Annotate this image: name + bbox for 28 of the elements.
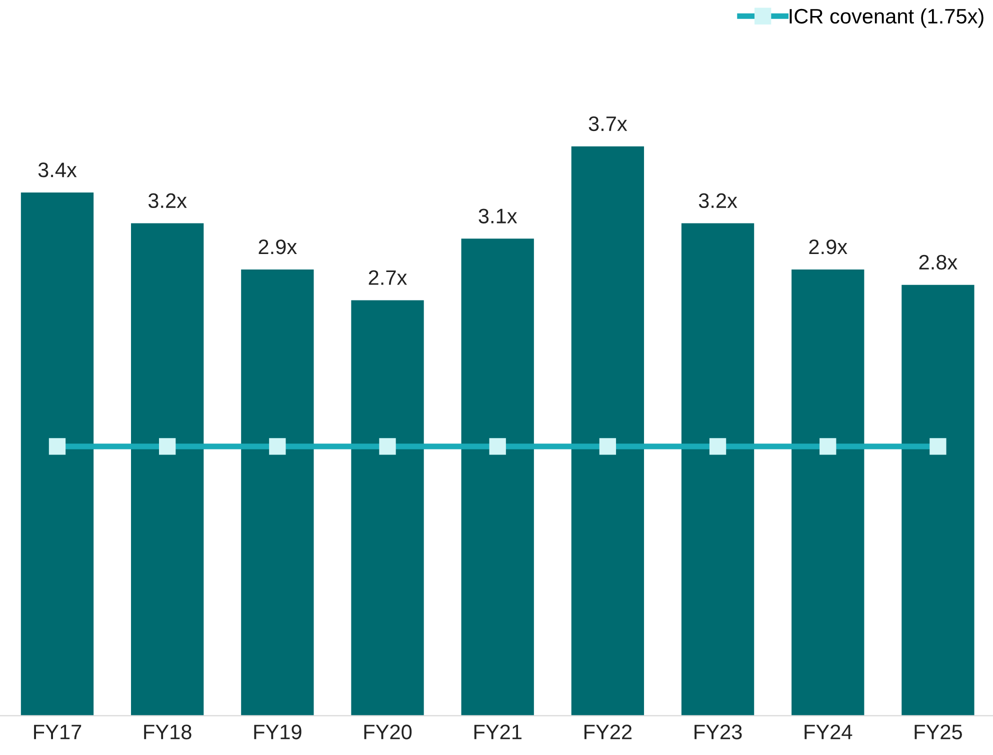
bar [792, 269, 864, 716]
x-tick-label: FY18 [144, 724, 192, 740]
data-label: 2.8x [919, 254, 958, 270]
x-tick-label: FY22 [584, 724, 632, 740]
x-tick-label: FY19 [254, 724, 302, 740]
legend-label: ICR covenant (1.75x) [790, 8, 984, 28]
bar [131, 223, 204, 716]
bar [681, 223, 754, 716]
bar [20, 192, 94, 716]
x-tick-label: FY17 [34, 724, 82, 740]
data-label: 2.9x [809, 239, 848, 254]
x-tick-label: FY25 [914, 724, 962, 740]
data-label: 3.2x [698, 193, 738, 208]
bar [241, 269, 314, 716]
data-label: 3.4x [38, 162, 77, 178]
data-label: 3.2x [148, 193, 187, 208]
data-label: 3.1x [478, 208, 518, 224]
bar [351, 300, 424, 716]
x-tick-label: FY20 [364, 724, 412, 740]
x-tick-label: FY23 [694, 724, 742, 740]
x-tick-label: FY21 [474, 724, 522, 740]
data-label: 2.7x [368, 270, 407, 285]
bar [902, 284, 974, 716]
data-label: 2.9x [258, 239, 297, 254]
x-tick-label: FY24 [804, 724, 852, 740]
bar [461, 238, 534, 716]
data-label: 3.7x [588, 116, 628, 132]
bar [571, 146, 644, 716]
